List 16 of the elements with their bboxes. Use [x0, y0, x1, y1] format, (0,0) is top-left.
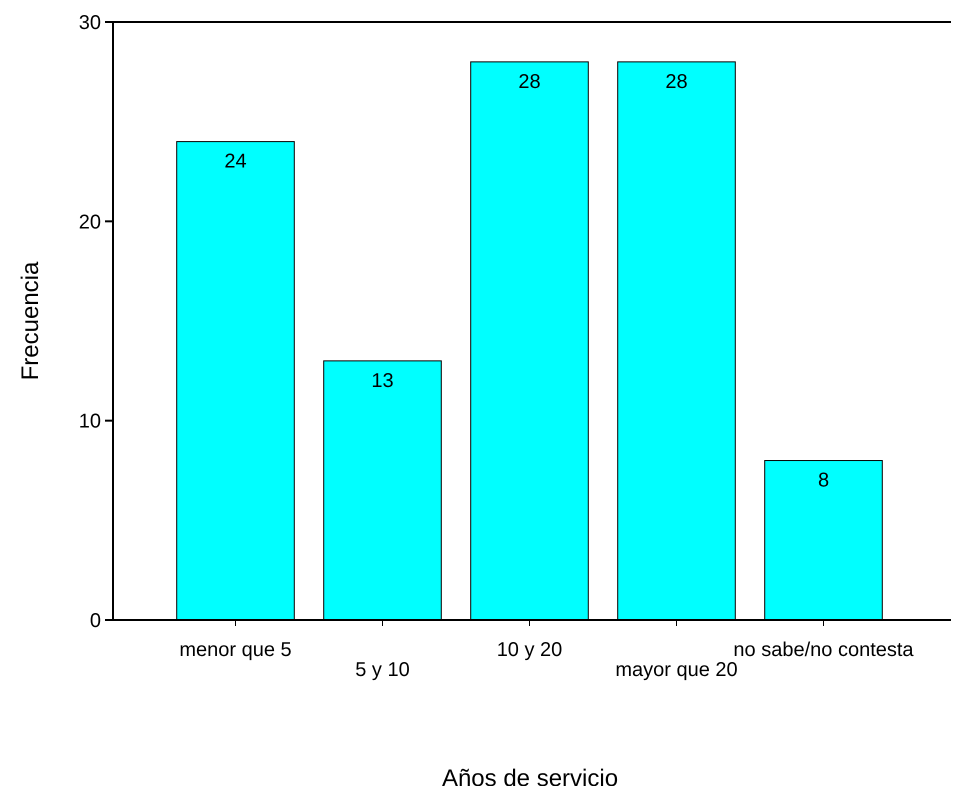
y-tick-label: 30 — [78, 12, 101, 34]
y-tick-label: 10 — [78, 410, 101, 433]
x-tick-label: 5 y 10 — [355, 659, 410, 681]
x-tick-label: mayor que 20 — [615, 659, 738, 681]
data-label: 8 — [818, 470, 830, 492]
data-label: 28 — [665, 70, 688, 93]
y-tick-label: 0 — [90, 610, 101, 632]
y-axis-title: Frecuencia — [17, 260, 44, 380]
x-tick-label: menor que 5 — [179, 639, 292, 661]
x-axis-title: Años de servicio — [442, 765, 618, 792]
x-tick-label: no sabe/no contesta — [733, 639, 914, 661]
y-tick-label: 20 — [78, 211, 101, 234]
x-tick-label: 10 y 20 — [496, 639, 562, 661]
data-label: 28 — [518, 70, 541, 93]
data-label: 24 — [224, 150, 247, 173]
data-label: 13 — [371, 370, 394, 392]
